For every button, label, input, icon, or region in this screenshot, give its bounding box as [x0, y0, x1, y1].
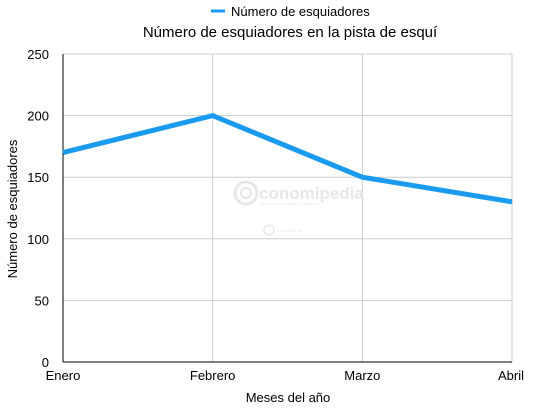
grid — [62, 53, 513, 363]
x-tick-label: Marzo — [344, 368, 380, 383]
data-point — [62, 152, 64, 154]
data-point — [212, 115, 214, 117]
series-layer — [62, 112, 513, 205]
x-tick-label: Enero — [46, 368, 81, 383]
watermark-small-icon — [263, 224, 275, 236]
data-point — [511, 201, 513, 203]
watermark-small-text: economipedia — [277, 228, 303, 233]
data-point — [361, 176, 363, 178]
y-tick-label: 100 — [27, 232, 49, 247]
x-axis-ticks: Enero Febrero Marzo Abril — [46, 368, 524, 383]
y-axis-ticks: 0 50 100 150 200 250 — [27, 47, 49, 370]
watermark-subtext: Economía, Finanzas y Empresa — [261, 201, 318, 206]
y-tick-label: 50 — [35, 293, 49, 308]
x-axis-label: Meses del año — [246, 390, 331, 405]
y-axis-label: Número de esquiadores — [5, 139, 20, 278]
y-tick-label: 200 — [27, 109, 49, 124]
watermark-text: conomipedia — [259, 184, 364, 203]
watermark-logo-icon — [233, 180, 259, 206]
y-tick-label: 0 — [42, 355, 49, 370]
x-tick-label: Abril — [498, 368, 524, 383]
y-tick-label: 150 — [27, 170, 49, 185]
legend-label: Número de esquiadores — [231, 4, 370, 19]
y-tick-label: 250 — [27, 47, 49, 62]
series-line — [62, 112, 513, 205]
legend: Número de esquiadores — [211, 4, 370, 19]
chart-title: Número de esquiadores en la pista de esq… — [143, 24, 438, 41]
x-tick-label: Febrero — [190, 368, 236, 383]
watermark: conomipedia Economía, Finanzas y Empresa… — [233, 180, 364, 236]
